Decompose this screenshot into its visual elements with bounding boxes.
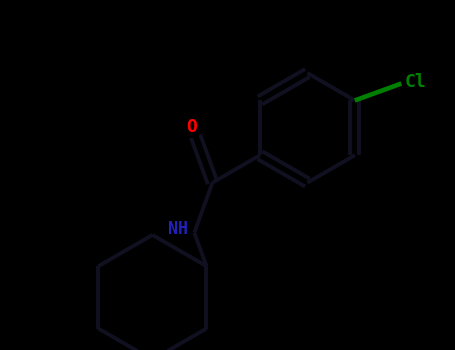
Text: O: O [187, 118, 197, 136]
Text: NH: NH [167, 220, 187, 238]
Text: Cl: Cl [404, 73, 426, 91]
